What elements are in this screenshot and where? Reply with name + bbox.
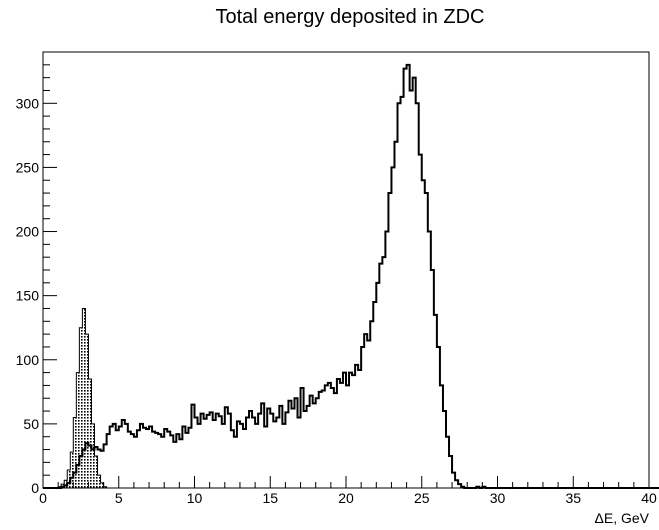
filled-histogram-series [57,307,110,489]
y-tick-label: 50 [23,416,39,432]
y-tick-label: 300 [16,95,40,111]
y-tick-label: 150 [16,288,40,304]
x-tick-label: 40 [641,490,657,506]
x-tick-label: 5 [115,490,123,506]
x-tick-label: 35 [565,490,581,506]
plot-frame [42,51,650,489]
y-tick-label: 100 [16,352,40,368]
x-tick-label: 30 [490,490,506,506]
y-tick-label: 0 [31,480,39,496]
x-tick-label: 10 [187,490,203,506]
y-tick-label: 200 [16,224,40,240]
x-tick-label: 20 [338,490,354,506]
x-tick-label: 0 [39,490,47,506]
y-tick-label: 250 [16,159,40,175]
x-axis-title: ΔE, GeV [595,510,650,526]
outline-histogram-series [43,63,659,489]
chart-title: Total energy deposited in ZDC [215,6,485,28]
x-tick-label: 15 [262,490,278,506]
x-tick-label: 25 [414,490,430,506]
